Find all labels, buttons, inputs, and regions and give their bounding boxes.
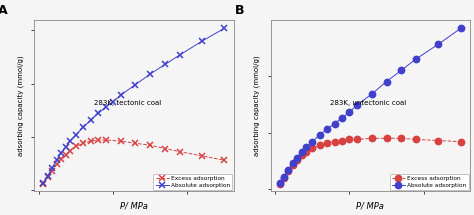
Absolute adsorption xyxy=(294,156,300,159)
Absolute adsorption xyxy=(286,169,292,171)
Absolute adsorption xyxy=(133,83,138,86)
Excess adsorption xyxy=(45,176,51,178)
Absolute adsorption xyxy=(458,27,464,29)
Excess adsorption xyxy=(95,139,101,141)
Excess adsorption xyxy=(383,137,389,140)
Excess adsorption xyxy=(58,158,64,160)
Absolute adsorption xyxy=(73,133,79,136)
Absolute adsorption xyxy=(95,112,101,115)
Excess adsorption xyxy=(290,164,296,167)
Excess adsorption xyxy=(294,158,300,161)
Excess adsorption xyxy=(177,150,183,153)
Excess adsorption xyxy=(200,155,205,157)
Absolute adsorption xyxy=(303,146,309,149)
Excess adsorption xyxy=(40,182,46,185)
Excess adsorption xyxy=(303,150,309,153)
Text: B: B xyxy=(235,4,244,17)
Line: Excess adsorption: Excess adsorption xyxy=(276,135,464,187)
Excess adsorption xyxy=(81,142,86,144)
Excess adsorption xyxy=(281,177,287,179)
Excess adsorption xyxy=(54,163,60,166)
Excess adsorption xyxy=(67,149,73,152)
Absolute adsorption xyxy=(45,175,51,178)
Absolute adsorption xyxy=(277,181,283,184)
Excess adsorption xyxy=(147,144,153,147)
Excess adsorption xyxy=(310,147,315,150)
Excess adsorption xyxy=(73,145,79,148)
Line: Excess adsorption: Excess adsorption xyxy=(40,137,228,187)
Excess adsorption xyxy=(458,140,464,143)
Absolute adsorption xyxy=(54,159,60,161)
Absolute adsorption xyxy=(436,43,441,45)
Excess adsorption xyxy=(332,140,337,143)
Excess adsorption xyxy=(118,140,123,142)
Absolute adsorption xyxy=(63,146,68,149)
Y-axis label: adsorbing capacity (mmol/g): adsorbing capacity (mmol/g) xyxy=(18,56,24,156)
Text: 283K, tectonic coal: 283K, tectonic coal xyxy=(94,100,161,106)
Absolute adsorption xyxy=(118,94,123,97)
Absolute adsorption xyxy=(354,104,360,107)
Absolute adsorption xyxy=(339,117,345,119)
Excess adsorption xyxy=(346,138,352,141)
Absolute adsorption xyxy=(81,126,86,129)
Absolute adsorption xyxy=(299,150,305,153)
Absolute adsorption xyxy=(67,140,73,142)
Excess adsorption xyxy=(88,140,94,142)
Y-axis label: adsorbing capacity (mmol/g): adsorbing capacity (mmol/g) xyxy=(254,56,260,156)
Absolute adsorption xyxy=(49,166,55,169)
Excess adsorption xyxy=(399,137,404,140)
Legend: Excess adsorption, Absolute adsorption: Excess adsorption, Absolute adsorption xyxy=(390,174,469,190)
Absolute adsorption xyxy=(177,54,183,56)
Excess adsorption xyxy=(436,139,441,142)
Legend: Excess adsorption, Absolute adsorption: Excess adsorption, Absolute adsorption xyxy=(154,174,232,190)
Absolute adsorption xyxy=(310,140,315,143)
Excess adsorption xyxy=(299,154,305,157)
Excess adsorption xyxy=(103,139,109,141)
Absolute adsorption xyxy=(399,69,404,72)
X-axis label: P/ MPa: P/ MPa xyxy=(356,202,384,211)
Excess adsorption xyxy=(222,159,228,161)
Absolute adsorption xyxy=(162,63,168,66)
Excess adsorption xyxy=(277,182,283,185)
Absolute adsorption xyxy=(40,181,46,184)
Text: 283K, untectonic coal: 283K, untectonic coal xyxy=(330,100,407,106)
Absolute adsorption xyxy=(383,80,389,83)
Excess adsorption xyxy=(413,138,419,141)
Absolute adsorption xyxy=(147,73,153,75)
Absolute adsorption xyxy=(110,100,116,103)
Absolute adsorption xyxy=(88,118,94,121)
Absolute adsorption xyxy=(200,40,205,42)
Excess adsorption xyxy=(317,144,322,146)
Line: Absolute adsorption: Absolute adsorption xyxy=(276,25,464,186)
Excess adsorption xyxy=(162,147,168,150)
Absolute adsorption xyxy=(346,111,352,114)
Excess adsorption xyxy=(354,138,360,141)
Absolute adsorption xyxy=(369,93,374,95)
Excess adsorption xyxy=(286,170,292,172)
Absolute adsorption xyxy=(413,58,419,60)
Absolute adsorption xyxy=(103,106,109,108)
Absolute adsorption xyxy=(222,27,228,29)
Excess adsorption xyxy=(339,139,345,142)
Excess adsorption xyxy=(324,141,330,144)
X-axis label: P/ MPa: P/ MPa xyxy=(120,202,148,211)
Text: A: A xyxy=(0,4,8,17)
Excess adsorption xyxy=(369,137,374,140)
Absolute adsorption xyxy=(317,134,322,136)
Absolute adsorption xyxy=(290,162,296,164)
Absolute adsorption xyxy=(332,122,337,125)
Line: Absolute adsorption: Absolute adsorption xyxy=(40,25,228,186)
Excess adsorption xyxy=(133,142,138,144)
Excess adsorption xyxy=(49,170,55,172)
Absolute adsorption xyxy=(281,176,287,178)
Excess adsorption xyxy=(63,154,68,156)
Absolute adsorption xyxy=(324,128,330,131)
Absolute adsorption xyxy=(58,152,64,154)
